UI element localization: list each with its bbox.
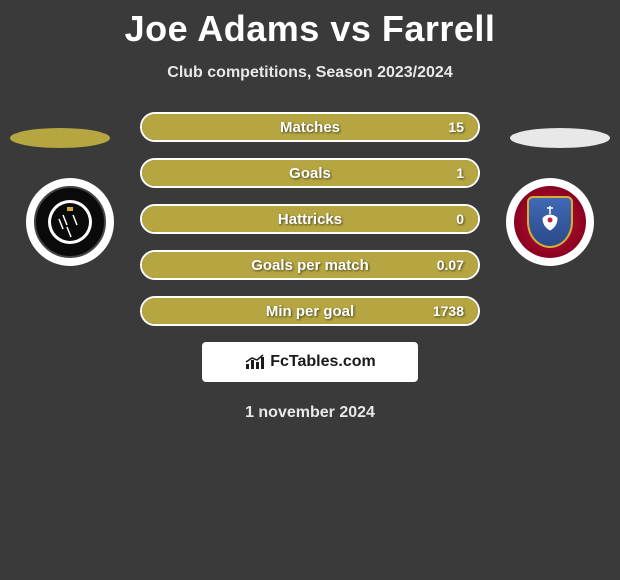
stat-bar-matches: Matches 15 — [140, 112, 480, 142]
stat-label: Hattricks — [278, 211, 342, 228]
stat-value: 1738 — [433, 303, 464, 319]
branding-box: FcTables.com — [202, 342, 418, 382]
stat-value: 15 — [448, 119, 464, 135]
stat-value: 0.07 — [437, 257, 464, 273]
chart-icon — [244, 353, 266, 371]
stat-bar-hattricks: Hattricks 0 — [140, 204, 480, 234]
date-label: 1 november 2024 — [0, 404, 620, 422]
branding-text: FcTables.com — [270, 353, 376, 371]
stat-row: Goals 1 — [0, 158, 620, 188]
stat-label: Matches — [280, 119, 340, 136]
page-title: Joe Adams vs Farrell — [0, 0, 620, 50]
stat-value: 1 — [456, 165, 464, 181]
stat-row: Hattricks 0 — [0, 204, 620, 234]
stat-label: Goals per match — [251, 257, 369, 274]
stat-label: Goals — [289, 165, 331, 182]
page-subtitle: Club competitions, Season 2023/2024 — [0, 64, 620, 82]
stats-container: Matches 15 Goals 1 Hattricks 0 Goals per… — [0, 112, 620, 326]
stat-bar-gpm: Goals per match 0.07 — [140, 250, 480, 280]
stat-value: 0 — [456, 211, 464, 227]
stat-row: Goals per match 0.07 — [0, 250, 620, 280]
stat-bar-goals: Goals 1 — [140, 158, 480, 188]
stat-row: Min per goal 1738 — [0, 296, 620, 326]
stat-row: Matches 15 — [0, 112, 620, 142]
stat-label: Min per goal — [266, 303, 354, 320]
stat-bar-mpg: Min per goal 1738 — [140, 296, 480, 326]
